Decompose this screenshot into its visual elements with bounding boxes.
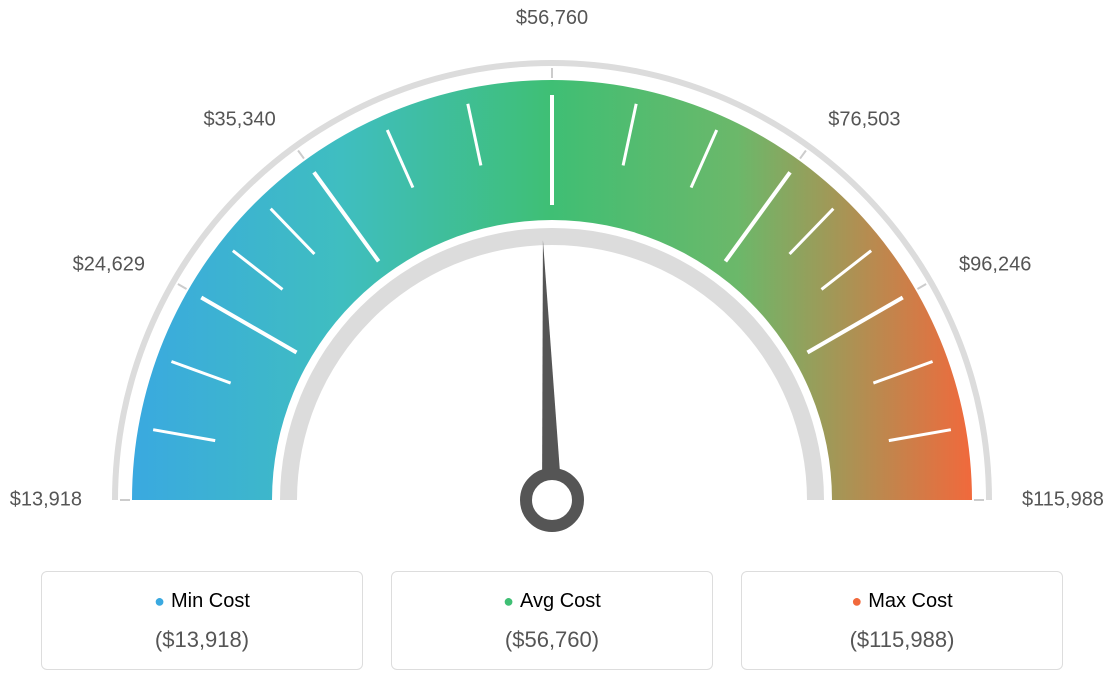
cost-gauge-widget: $13,918 $24,629 $35,340 $56,760 $76,503 $96,2… xyxy=(0,0,1104,690)
scale-label: $35,340 xyxy=(203,108,275,131)
scale-label: $13,918 xyxy=(10,489,82,512)
bullet-icon: ● xyxy=(851,591,862,611)
gauge-chart: $13,918 $24,629 $35,340 $56,760 $76,503 $96,2… xyxy=(0,0,1104,560)
scale-label: $56,760 xyxy=(516,7,588,30)
gauge-svg xyxy=(0,0,1104,560)
scale-label: $24,629 xyxy=(73,254,145,277)
bullet-icon: ● xyxy=(503,591,514,611)
legend-card-avg: ● Avg Cost ($56,760) xyxy=(391,571,713,670)
legend-row: ●Min Cost ($13,918) ●Avg Cost ($56,760) … xyxy=(0,571,1104,670)
scale-label: $96,246 xyxy=(959,254,1031,277)
legend-card-max: ● Max Cost ($115,988) xyxy=(741,571,1063,670)
legend-title-avg: ● Avg Cost xyxy=(402,590,702,613)
legend-label: Avg Cost xyxy=(520,590,601,612)
legend-value-max: ($115,988) xyxy=(752,627,1052,653)
legend-value-avg: ($56,760) xyxy=(402,627,702,653)
legend-title-min: ● Min Cost xyxy=(52,590,352,613)
bullet-icon: ● xyxy=(154,591,165,611)
legend-title-max: ● Max Cost xyxy=(752,590,1052,613)
scale-label: $76,503 xyxy=(828,108,900,131)
scale-label: $115,988 xyxy=(1022,489,1104,512)
legend-label: Min Cost xyxy=(171,590,250,612)
legend-card-min: ● Min Cost ($13,918) xyxy=(41,571,363,670)
legend-value-min: ($13,918) xyxy=(52,627,352,653)
legend-label: Max Cost xyxy=(868,590,952,612)
